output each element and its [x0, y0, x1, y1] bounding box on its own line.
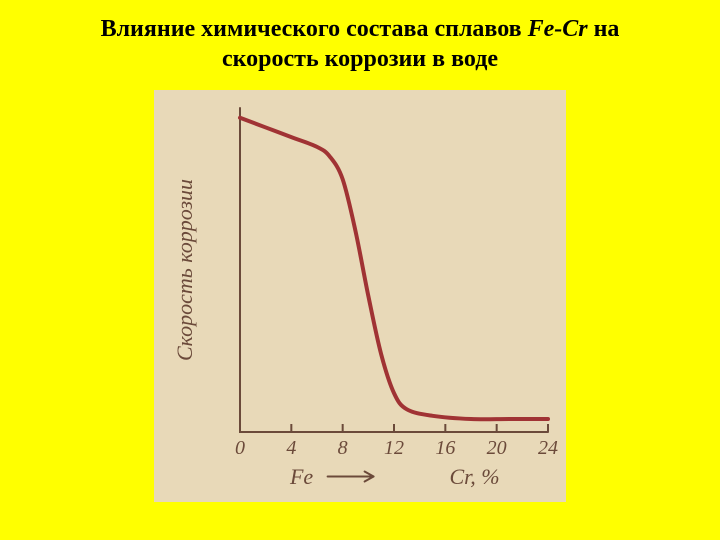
x-tick-label: 12 [384, 437, 404, 459]
title-part-1-tail: на [588, 16, 620, 42]
corrosion-chart: 0 4 8 12 16 20 24 Fe Cr, % Скорость коррозии [154, 90, 566, 502]
x-tick-label: 20 [487, 437, 507, 459]
title-part-1: Влияние химического состава сплавов [101, 16, 528, 42]
x-axis-label-fe: Fe [289, 464, 313, 489]
figure-container: 0 4 8 12 16 20 24 Fe Cr, % Скорость коррозии [28, 90, 692, 502]
x-tick-label: 8 [338, 437, 348, 459]
slide-title: Влияние химического состава сплавов Fe-C… [28, 14, 692, 74]
title-part-2: скорость коррозии в воде [222, 46, 498, 72]
title-italic: Fe-Cr [528, 16, 588, 42]
slide: Влияние химического состава сплавов Fe-C… [0, 0, 720, 540]
x-tick-label: 0 [235, 437, 245, 459]
x-tick-label: 4 [286, 437, 296, 459]
y-axis-label: Скорость коррозии [172, 179, 197, 361]
x-tick-label: 16 [435, 437, 455, 459]
x-axis-label-cr: Cr, % [449, 464, 499, 489]
x-tick-label: 24 [538, 437, 558, 459]
